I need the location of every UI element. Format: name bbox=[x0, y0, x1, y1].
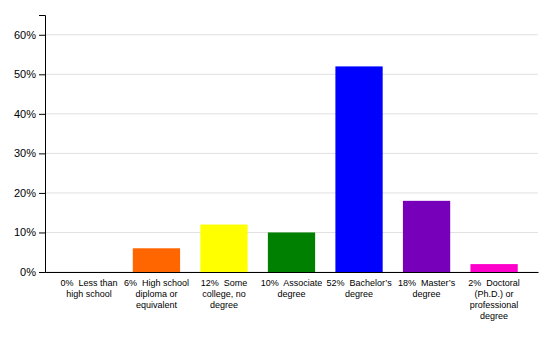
tick-label-line: degree bbox=[210, 300, 238, 310]
tick-mark bbox=[39, 232, 45, 233]
chart: 0% 10% 20% 30% 40% 50% 60% 0% Less thanhigh sch… bbox=[0, 0, 550, 350]
tick: 52% Bachelor’sdegree bbox=[326, 278, 392, 299]
tick-mark bbox=[39, 74, 45, 75]
tick: 18% Master’sdegree bbox=[398, 278, 456, 299]
tick-label: 18% Master’sdegree bbox=[398, 278, 456, 299]
tick-mark bbox=[39, 153, 45, 154]
grid bbox=[45, 35, 538, 272]
tick: 30% bbox=[14, 147, 45, 159]
bar bbox=[268, 232, 315, 272]
grid-line bbox=[45, 74, 538, 75]
tick-label-line: degree bbox=[413, 289, 441, 299]
tick: 2% Doctoral(Ph.D.) orprofessionaldegree bbox=[468, 278, 520, 320]
tick-label: 6% High schooldiploma orequivalent bbox=[124, 278, 189, 310]
bar bbox=[65, 272, 112, 273]
tick-label-line: college, no bbox=[202, 289, 246, 299]
grid-line bbox=[45, 153, 538, 154]
tick-label-line: degree bbox=[345, 289, 373, 299]
tick-mark bbox=[39, 272, 45, 273]
tick-label-line: 52% Bachelor’s bbox=[326, 278, 392, 288]
tick-label-line: degree bbox=[277, 289, 305, 299]
tick-label: 60% bbox=[14, 29, 36, 41]
grid-line bbox=[45, 192, 538, 193]
tick-label-line: equivalent bbox=[136, 300, 178, 310]
y-axis: 0% 10% 20% 30% 40% 50% 60% bbox=[14, 16, 46, 279]
bar bbox=[335, 66, 382, 272]
tick: 12% Somecollege, nodegree bbox=[201, 278, 248, 310]
grid-line bbox=[45, 113, 538, 114]
tick-label: 10% Associatedegree bbox=[261, 278, 323, 299]
tick-label-line: diploma or bbox=[135, 289, 177, 299]
tick-label-line: high school bbox=[66, 289, 112, 299]
bar bbox=[470, 264, 517, 272]
tick-label-line: 12% Some bbox=[201, 278, 248, 288]
tick-label-line: professional bbox=[470, 300, 519, 310]
tick-label-line: (Ph.D.) or bbox=[475, 289, 514, 299]
tick: 6% High schooldiploma orequivalent bbox=[124, 278, 189, 310]
tick: 10% bbox=[14, 226, 45, 238]
tick-mark bbox=[39, 193, 45, 194]
tick-label: 40% bbox=[14, 108, 36, 120]
tick: 0% Less thanhigh school bbox=[60, 278, 117, 299]
tick-label: 20% bbox=[14, 187, 36, 199]
grid-line bbox=[45, 34, 538, 35]
bars bbox=[133, 66, 518, 272]
tick-label: 50% bbox=[14, 68, 36, 80]
tick-label: 12% Somecollege, nodegree bbox=[201, 278, 248, 310]
tick-label-line: 6% High school bbox=[124, 278, 189, 288]
tick: 10% Associatedegree bbox=[261, 278, 323, 299]
tick-label: 0% bbox=[20, 266, 36, 278]
tick: 50% bbox=[14, 68, 45, 80]
tick: 40% bbox=[14, 108, 45, 120]
bar bbox=[200, 225, 247, 272]
tick-label: 30% bbox=[14, 147, 36, 159]
axis-line bbox=[46, 272, 539, 273]
tick-label: 52% Bachelor’sdegree bbox=[326, 278, 392, 299]
tick-label-line: 2% Doctoral bbox=[468, 278, 520, 288]
tick-label: 0% Less thanhigh school bbox=[60, 278, 117, 299]
tick: 20% bbox=[14, 187, 45, 199]
plot: 0% 10% 20% 30% 40% 50% 60% 0% Less thanhigh sch… bbox=[14, 16, 539, 321]
tick-label-line: degree bbox=[480, 311, 508, 321]
bar bbox=[133, 248, 180, 272]
tick-label: 2% Doctoral(Ph.D.) orprofessionaldegree bbox=[468, 278, 520, 320]
tick-mark bbox=[39, 114, 45, 115]
axis-line bbox=[39, 16, 46, 273]
tick: 0% bbox=[20, 266, 45, 278]
tick-label-line: 10% Associate bbox=[261, 278, 323, 288]
tick: 60% bbox=[14, 29, 45, 41]
tick-mark bbox=[39, 35, 45, 36]
bar bbox=[403, 201, 450, 272]
tick-label: 10% bbox=[14, 226, 36, 238]
tick-label-line: 18% Master’s bbox=[398, 278, 456, 288]
tick-label-line: 0% Less than bbox=[60, 278, 117, 288]
x-axis: 0% Less thanhigh school 6% High schooldip… bbox=[46, 273, 539, 321]
